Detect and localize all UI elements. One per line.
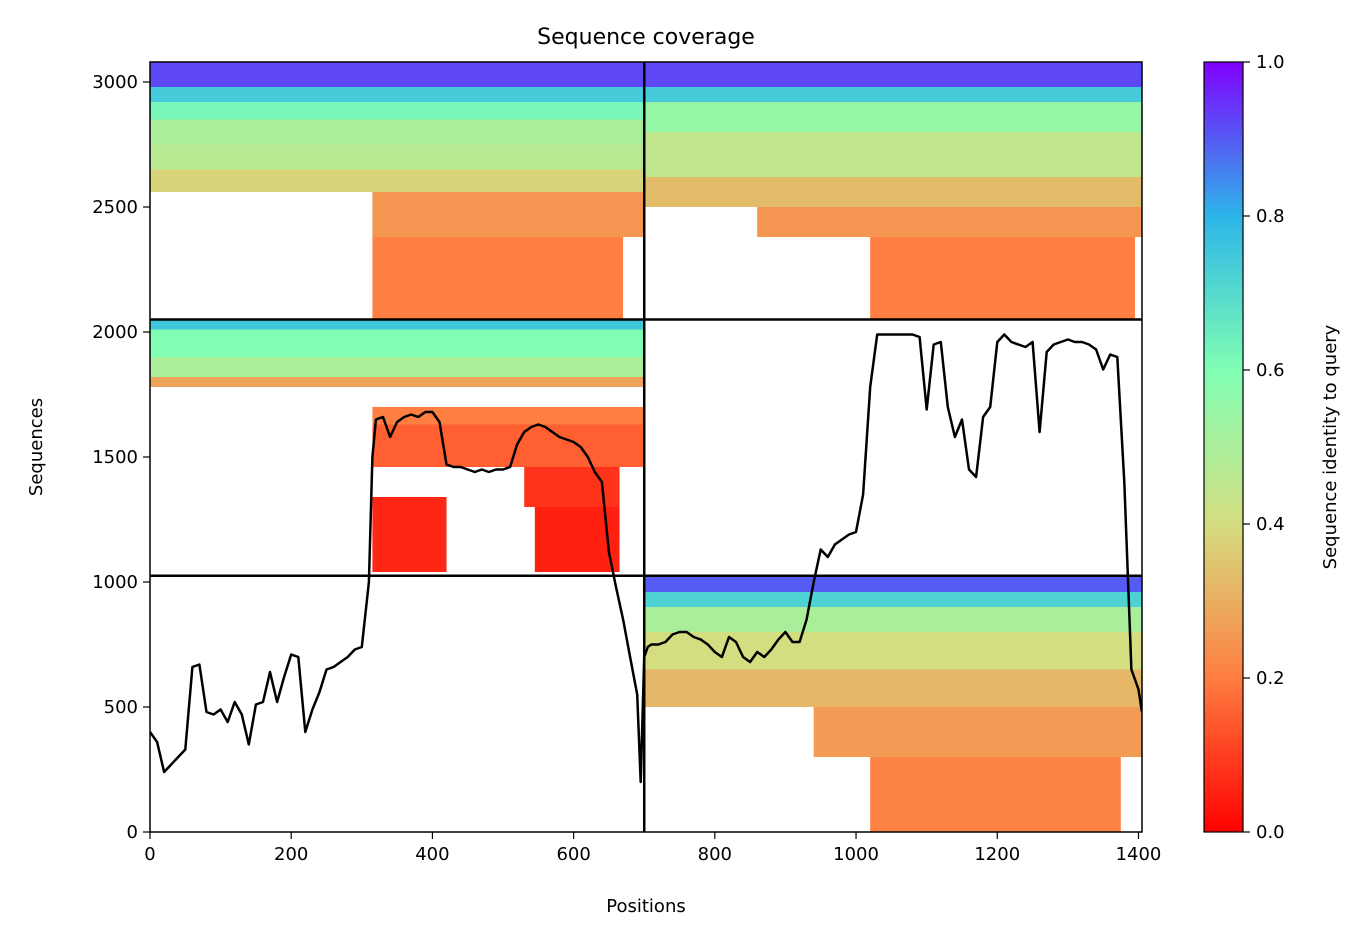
colorbar-tick-label: 0.4 bbox=[1256, 514, 1285, 535]
y-axis-label: Sequences bbox=[26, 398, 47, 496]
identity-band bbox=[150, 357, 645, 377]
identity-band bbox=[644, 102, 1142, 132]
block-dividers bbox=[150, 62, 1142, 832]
block-middle-left bbox=[150, 319, 645, 572]
colorbar-tick-label: 0.8 bbox=[1256, 206, 1285, 227]
colorbar-tick-label: 0.6 bbox=[1256, 360, 1285, 381]
block-top-right bbox=[644, 62, 1142, 320]
identity-band bbox=[524, 467, 620, 507]
y-tick-label: 3000 bbox=[92, 72, 138, 93]
identity-band bbox=[150, 87, 645, 102]
identity-band bbox=[372, 424, 645, 467]
identity-band bbox=[150, 169, 645, 192]
heatmap-blocks bbox=[150, 62, 1142, 832]
colorbar-tick-label: 0.0 bbox=[1256, 822, 1285, 843]
y-tick-label: 1000 bbox=[92, 572, 138, 593]
identity-band bbox=[150, 144, 645, 170]
y-tick-label: 2500 bbox=[92, 197, 138, 218]
colorbar-tick-label: 1.0 bbox=[1256, 52, 1285, 73]
identity-band bbox=[150, 377, 645, 387]
identity-band bbox=[150, 329, 645, 357]
chart-title: Sequence coverage bbox=[537, 25, 755, 50]
identity-band bbox=[644, 87, 1142, 102]
identity-band bbox=[372, 192, 645, 237]
x-tick-label: 400 bbox=[415, 844, 449, 865]
identity-band bbox=[150, 62, 645, 87]
block-bottom-right bbox=[644, 575, 1142, 832]
identity-band bbox=[644, 575, 1142, 592]
x-axis: 0 200 400 600 800 1000 1200 1400 bbox=[144, 832, 1161, 865]
x-tick-label: 800 bbox=[698, 844, 732, 865]
block-top-left bbox=[150, 62, 645, 320]
identity-band bbox=[150, 119, 645, 145]
identity-band bbox=[150, 319, 645, 330]
coverage-line-layer bbox=[150, 333, 1142, 784]
identity-band bbox=[644, 607, 1142, 632]
y-tick-label: 0 bbox=[127, 822, 138, 843]
x-tick-label: 0 bbox=[144, 844, 155, 865]
y-tick-label: 2000 bbox=[92, 322, 138, 343]
colorbar-axis: 0.0 0.2 0.4 0.6 0.8 1.0 bbox=[1243, 52, 1285, 843]
x-tick-label: 1200 bbox=[974, 844, 1020, 865]
identity-band bbox=[372, 407, 645, 425]
identity-band bbox=[813, 707, 1142, 757]
identity-band bbox=[644, 669, 1142, 707]
identity-band bbox=[757, 207, 1142, 237]
x-axis-label: Positions bbox=[606, 896, 685, 917]
identity-band bbox=[644, 62, 1142, 87]
identity-band bbox=[644, 177, 1142, 207]
identity-band bbox=[870, 237, 1135, 320]
y-tick-label: 500 bbox=[104, 697, 138, 718]
identity-band bbox=[150, 102, 645, 120]
plot-frame bbox=[149, 61, 1143, 833]
identity-band bbox=[644, 592, 1142, 607]
identity-band bbox=[372, 497, 447, 572]
identity-band bbox=[372, 237, 624, 320]
x-tick-label: 200 bbox=[274, 844, 308, 865]
x-tick-label: 600 bbox=[556, 844, 590, 865]
x-tick-label: 1400 bbox=[1116, 844, 1162, 865]
colorbar-label: Sequence identity to query bbox=[1320, 324, 1341, 569]
y-axis: 0 500 1000 1500 2000 2500 3000 bbox=[92, 72, 150, 843]
y-tick-label: 1500 bbox=[92, 447, 138, 468]
colorbar-tick-label: 0.2 bbox=[1256, 668, 1285, 689]
coverage-line bbox=[150, 333, 1142, 784]
x-tick-label: 1000 bbox=[833, 844, 879, 865]
identity-band bbox=[644, 632, 1142, 670]
identity-band bbox=[644, 132, 1142, 177]
colorbar bbox=[1203, 61, 1244, 833]
identity-band bbox=[870, 757, 1121, 832]
